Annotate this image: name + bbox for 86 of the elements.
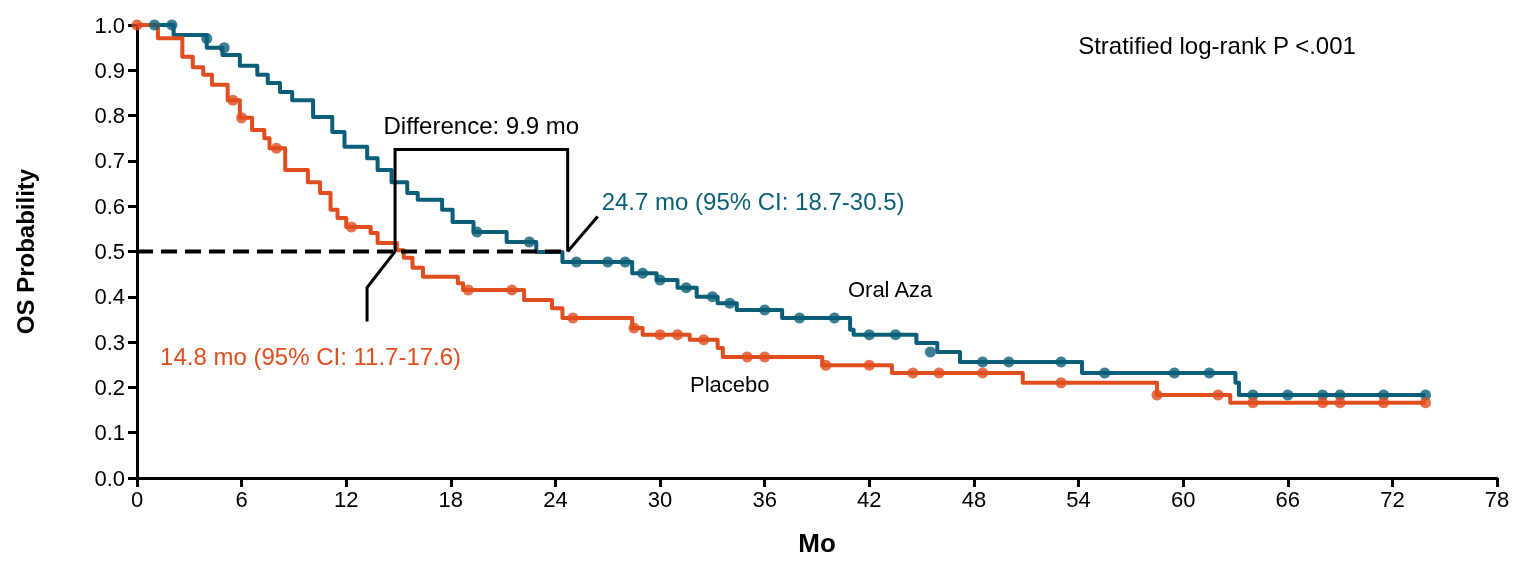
- y-tick-label: 0.0: [94, 465, 125, 491]
- point: [1055, 377, 1067, 389]
- y-tick-label: 0.1: [94, 420, 125, 446]
- point: [567, 312, 579, 324]
- point: [759, 304, 771, 316]
- point: [218, 42, 230, 54]
- point: [1203, 367, 1215, 379]
- x-axis-title: Mo: [798, 528, 836, 558]
- point: [1282, 389, 1294, 401]
- point: [794, 312, 806, 324]
- y-tick-label: 0.9: [94, 57, 125, 83]
- x-tick-label: 18: [438, 486, 464, 512]
- point: [471, 226, 483, 238]
- point: [820, 359, 832, 371]
- point: [506, 284, 518, 296]
- x-tick-label: 78: [1484, 486, 1510, 512]
- point: [977, 356, 989, 368]
- y-tick-label: 0.6: [94, 193, 125, 219]
- y-tick-label: 0.8: [94, 103, 125, 129]
- point: [706, 291, 718, 303]
- point: [1151, 389, 1163, 401]
- point: [724, 297, 736, 309]
- point: [1317, 397, 1329, 409]
- x-tick-label: 48: [961, 486, 987, 512]
- point: [1420, 397, 1432, 409]
- point: [227, 94, 239, 106]
- x-tick-label: 6: [235, 486, 248, 512]
- point: [345, 221, 357, 233]
- x-tick-label: 36: [752, 486, 777, 512]
- point: [1378, 397, 1390, 409]
- point: [654, 329, 666, 341]
- y-tick-label: 0.4: [94, 284, 125, 310]
- point: [1247, 397, 1259, 409]
- point: [1334, 397, 1346, 409]
- x-tick-label: 24: [543, 486, 568, 512]
- point: [924, 346, 936, 358]
- point: [698, 334, 710, 346]
- point: [1003, 356, 1015, 368]
- point: [1099, 367, 1111, 379]
- x-tick-label: 54: [1066, 486, 1091, 512]
- y-tick-label: 1.0: [94, 12, 125, 38]
- point: [236, 112, 248, 124]
- point: [637, 267, 649, 279]
- point: [1055, 356, 1067, 368]
- point: [570, 256, 582, 268]
- point: [1168, 367, 1180, 379]
- annotation: Difference: 9.9 mo: [383, 112, 580, 139]
- point: [654, 274, 666, 286]
- point: [933, 367, 945, 379]
- annotation: 14.8 mo (95% CI: 11.7-17.6): [160, 343, 462, 370]
- x-tick-label: 66: [1275, 486, 1301, 512]
- y-tick-label: 0.7: [94, 148, 125, 174]
- point: [977, 367, 989, 379]
- point: [889, 329, 901, 341]
- point: [907, 367, 919, 379]
- point: [271, 142, 282, 154]
- x-tick-label: 42: [857, 486, 882, 512]
- x-tick-label: 60: [1170, 486, 1196, 512]
- point: [863, 359, 875, 371]
- y-tick-label: 0.2: [94, 374, 125, 400]
- point: [1212, 389, 1224, 401]
- point: [741, 351, 753, 363]
- point: [523, 236, 535, 248]
- point: [759, 351, 771, 363]
- point: [680, 282, 692, 294]
- point: [828, 312, 840, 324]
- y-axis-title: OS Probability: [11, 168, 39, 335]
- x-tick-label: 30: [647, 486, 673, 512]
- point: [462, 284, 474, 296]
- annotation: 24.7 mo (95% CI: 18.7-30.5): [601, 188, 905, 215]
- series-label: Oral Aza: [847, 277, 934, 303]
- y-tick-label: 0.5: [94, 239, 125, 264]
- point: [201, 33, 213, 45]
- x-tick-label: 0: [130, 486, 144, 512]
- point: [672, 329, 684, 341]
- point: [619, 256, 631, 268]
- point: [602, 256, 614, 268]
- point: [628, 322, 640, 334]
- y-tick-label: 0.3: [94, 329, 125, 355]
- x-tick-label: 12: [333, 486, 359, 512]
- point: [863, 329, 875, 341]
- point: [166, 19, 178, 31]
- series-label: Placebo: [689, 372, 770, 398]
- point: [148, 19, 160, 31]
- x-tick-label: 72: [1380, 486, 1405, 512]
- annotation: Stratified log-rank P <.001: [1078, 31, 1356, 59]
